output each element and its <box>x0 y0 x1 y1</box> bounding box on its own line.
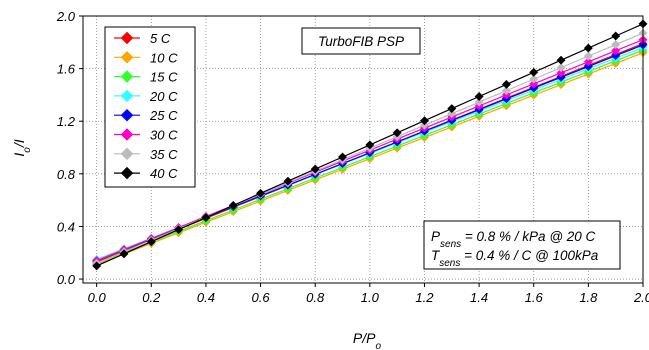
legend-marker <box>120 147 134 161</box>
data-point <box>310 164 320 174</box>
data-point <box>447 109 457 119</box>
legend-item: 5 C <box>114 31 171 46</box>
data-point <box>501 86 511 96</box>
series-layer <box>92 19 648 271</box>
x-tick-label: 0.4 <box>197 290 215 305</box>
legend-item: 40 C <box>114 166 178 181</box>
data-point <box>337 152 348 162</box>
legend-label: 30 C <box>150 128 178 143</box>
legend-label: 25 C <box>149 108 178 123</box>
legend-item: 20 C <box>114 89 178 104</box>
data-point <box>174 225 184 235</box>
axis-ticks: 0.0 0.2 0.4 0.6 0.8 1.0 1.2 1.4 1.6 1.8 2.0 0.0 0.4 0… <box>56 9 649 305</box>
series-40-C <box>92 19 648 271</box>
legend-item: 30 C <box>114 128 178 143</box>
y-axis-label: Io/I <box>11 139 33 156</box>
data-point <box>283 176 293 186</box>
data-point <box>92 261 102 271</box>
x-tick-label: 0.6 <box>252 290 271 305</box>
x-tick-label: 2.0 <box>633 290 649 305</box>
legend-marker <box>120 89 134 103</box>
x-tick-label: 1.8 <box>579 290 598 305</box>
y-tick-label: 0.8 <box>57 167 76 182</box>
data-point <box>583 51 593 61</box>
legend-marker <box>120 166 134 180</box>
legend-label: 40 C <box>150 166 178 181</box>
legend-item: 35 C <box>114 147 178 162</box>
data-point <box>474 97 484 107</box>
title-annotation: TurboFIB PSP <box>301 27 421 55</box>
data-point <box>474 91 484 102</box>
p-sens-text: Psens = 0.8 % / kPa @ 20 C <box>431 229 596 250</box>
data-point <box>419 116 430 126</box>
data-point <box>611 51 621 61</box>
y-tick-label: 2.0 <box>56 9 76 24</box>
legend-label: 20 C <box>149 89 178 104</box>
data-point <box>556 55 566 65</box>
x-tick-label: 1.0 <box>361 290 380 305</box>
y-tick-label: 0.4 <box>57 219 75 234</box>
data-point <box>583 57 593 67</box>
legend-marker <box>120 128 134 141</box>
legend-label: 35 C <box>150 147 178 162</box>
plot-frame <box>82 15 644 284</box>
legend-label: 5 C <box>150 31 171 46</box>
y-tick-label: 0.0 <box>57 272 76 287</box>
y-axis-label-subscript: o <box>22 147 33 153</box>
data-point <box>556 63 566 73</box>
legend-item: 25 C <box>114 108 178 123</box>
data-point <box>529 74 539 84</box>
data-point <box>365 140 375 150</box>
y-tick-label: 1.6 <box>57 62 76 77</box>
title-annotation-text: TurboFIB PSP <box>318 34 404 49</box>
data-point <box>447 104 457 114</box>
data-point <box>611 46 621 56</box>
x-axis-label: P/Po <box>353 330 382 350</box>
data-point <box>228 200 238 210</box>
data-point <box>583 43 593 53</box>
legend-label: 15 C <box>150 70 178 85</box>
data-point <box>583 61 593 72</box>
x-tick-label: 1.4 <box>470 290 488 305</box>
legend-marker <box>120 108 134 122</box>
data-point <box>556 68 566 78</box>
legend-item: 10 C <box>114 50 178 65</box>
data-point <box>501 79 511 89</box>
legend-marker <box>120 70 134 83</box>
data-point <box>146 237 156 247</box>
data-point <box>611 31 621 41</box>
x-tick-label: 1.2 <box>415 290 434 305</box>
data-point <box>392 128 402 138</box>
x-tick-label: 0.8 <box>306 290 325 305</box>
sensitivity-annotation-box <box>423 220 621 270</box>
x-tick-label: 0.0 <box>88 290 107 305</box>
x-axis-label-subscript: o <box>376 341 382 350</box>
legend-marker <box>120 31 134 45</box>
sensitivity-annotation: Psens = 0.8 % / kPa @ 20 C Tsens = 0.4 %… <box>423 220 621 270</box>
x-tick-label: 1.6 <box>525 290 544 305</box>
y-tick-label: 1.2 <box>57 114 76 129</box>
data-point <box>119 249 129 259</box>
data-point <box>529 79 539 89</box>
t-sens-text: Tsens = 0.4 % / C @ 100kPa <box>431 248 599 269</box>
legend-item: 15 C <box>114 70 178 85</box>
title-annotation-box <box>301 27 421 55</box>
legend: 5 C 10 C 15 C 20 C 25 C 30 C 35 C 40 C <box>104 26 196 188</box>
legend-label: 10 C <box>150 50 178 65</box>
data-point <box>529 67 539 77</box>
x-tick-label: 0.2 <box>142 290 161 305</box>
legend-box <box>104 26 196 188</box>
legend-marker <box>120 50 134 64</box>
data-point <box>256 188 266 198</box>
data-point <box>611 40 621 50</box>
data-point <box>201 212 211 223</box>
